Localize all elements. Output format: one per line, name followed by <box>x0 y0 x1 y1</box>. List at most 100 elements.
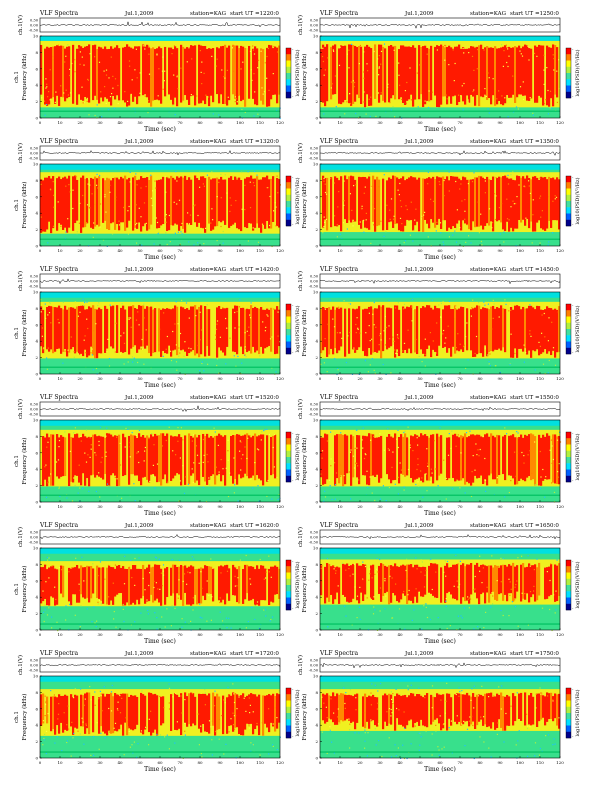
spectrogram-speckle <box>459 227 461 229</box>
spectrogram-speckle <box>390 198 393 200</box>
spectrogram-speckle <box>278 690 280 692</box>
time-tick-label: 90 <box>497 632 503 637</box>
ch-tick-label: 0.30 <box>310 19 319 23</box>
spectrogram-speckle <box>204 692 206 694</box>
spectrogram-speckle <box>205 94 207 96</box>
ch-tick-label: -0.30 <box>29 285 39 289</box>
spectrogram-burst <box>272 48 275 95</box>
spectrogram-speckle <box>407 426 409 428</box>
spectrogram-burst <box>516 175 519 229</box>
spectrogram-burst <box>152 309 155 354</box>
spectrogram-speckle <box>363 219 365 221</box>
spectrogram-burst <box>452 434 455 478</box>
spectrogram-speckle <box>539 345 541 347</box>
spectrogram-burst <box>122 693 125 736</box>
spectrogram-burst <box>358 306 361 348</box>
spectrogram-speckle <box>146 599 148 601</box>
spectrogram-speckle <box>199 603 201 605</box>
time-tick-label: 70 <box>177 760 183 765</box>
panel-station: station=KAG <box>470 523 506 529</box>
spectrogram-speckle <box>166 734 168 736</box>
spectrogram-speckle <box>397 336 399 338</box>
spectrogram-speckle <box>547 340 549 342</box>
colorbar-frame <box>285 47 292 99</box>
spectrogram-burst <box>344 308 347 357</box>
spectrogram-speckle <box>424 100 426 102</box>
spectrogram-burst <box>322 437 325 485</box>
spectrogram-speckle <box>43 100 46 102</box>
spectrogram-speckle <box>444 342 446 344</box>
spectrogram-burst <box>326 434 329 480</box>
spectrogram-speckle <box>329 485 331 487</box>
spectrogram-speckle <box>352 455 354 457</box>
spectrogram-burst <box>270 566 273 602</box>
spectrogram-speckle <box>223 699 225 701</box>
spectrogram-burst <box>98 46 101 104</box>
spectrogram-speckle <box>160 572 162 574</box>
freq-tick-label: 6 <box>315 194 318 199</box>
spectrogram-speckle <box>332 565 334 567</box>
spectrogram-burst <box>500 47 503 105</box>
spectrogram-speckle <box>227 450 229 452</box>
spectrogram-speckle <box>68 629 70 631</box>
freq-tick-label: 2 <box>35 227 38 232</box>
spectrogram-speckle <box>225 743 227 745</box>
spectrogram-speckle <box>558 87 560 90</box>
spectrogram-burst <box>80 694 83 727</box>
spectrogram-speckle <box>540 216 542 218</box>
spectrogram-burst <box>430 434 433 477</box>
spectrogram-burst <box>538 693 541 722</box>
panel-title: VLF Spectra <box>319 10 359 17</box>
spectrogram-speckle <box>223 76 225 78</box>
colorbar-tick-label: - <box>572 94 574 99</box>
spectrogram-speckle <box>104 196 106 198</box>
spectrogram-speckle <box>199 616 201 618</box>
ch-tick-label: 0.00 <box>310 408 319 412</box>
spectrogram-speckle <box>61 50 64 52</box>
spectrogram-speckle <box>74 484 76 486</box>
spectrogram-speckle <box>273 210 275 212</box>
spectrogram-speckle <box>418 485 420 487</box>
spectrogram-speckle <box>379 610 381 612</box>
time-tick-label: 70 <box>177 376 183 381</box>
spectrogram-burst <box>404 180 407 226</box>
spectrogram-burst <box>266 175 269 221</box>
spectrogram-speckle <box>95 626 97 628</box>
spectrogram-speckle <box>329 730 331 732</box>
colorbar-segment <box>286 219 291 227</box>
spectrogram-burst <box>528 305 531 351</box>
spectrogram-burst <box>482 307 485 357</box>
spectrogram-speckle <box>479 736 481 738</box>
spectrogram-burst <box>138 433 141 482</box>
spectrogram-speckle <box>501 95 503 97</box>
time-tick-label: 10 <box>57 376 63 381</box>
spectrogram-speckle <box>55 91 57 93</box>
ch-axis-label: ch.1(V) <box>297 271 304 291</box>
spectrogram-burst <box>502 176 505 230</box>
spectrogram-speckle <box>516 452 519 454</box>
spectrogram-speckle <box>542 363 545 365</box>
freq-tick-label: 0 <box>35 756 38 761</box>
time-tick-label: 0 <box>39 248 42 253</box>
spectrogram-speckle <box>272 723 274 725</box>
spectrogram-speckle <box>387 428 389 430</box>
colorbar-segment <box>566 347 571 355</box>
spectrogram-speckle <box>494 218 497 221</box>
spectrogram-burst <box>200 567 203 604</box>
spectrogram-speckle <box>495 177 497 179</box>
spectrogram-burst <box>148 47 151 103</box>
spectrogram-speckle <box>226 627 228 629</box>
spectrogram-speckle <box>441 748 443 750</box>
spectrogram-speckle <box>500 696 502 698</box>
spectrogram-speckle <box>396 707 398 710</box>
spectrogram-speckle <box>551 482 553 484</box>
spectrogram-speckle <box>249 50 252 52</box>
spectrogram-burst <box>412 177 415 231</box>
spectrogram-speckle <box>234 311 236 314</box>
spectrogram-speckle <box>427 183 429 185</box>
spectrogram-speckle <box>349 729 351 731</box>
spectrogram-speckle <box>45 581 47 583</box>
spectrogram-speckle <box>176 721 178 723</box>
spectrogram-burst <box>272 176 275 222</box>
ch-tick-label: -0.30 <box>29 29 39 33</box>
